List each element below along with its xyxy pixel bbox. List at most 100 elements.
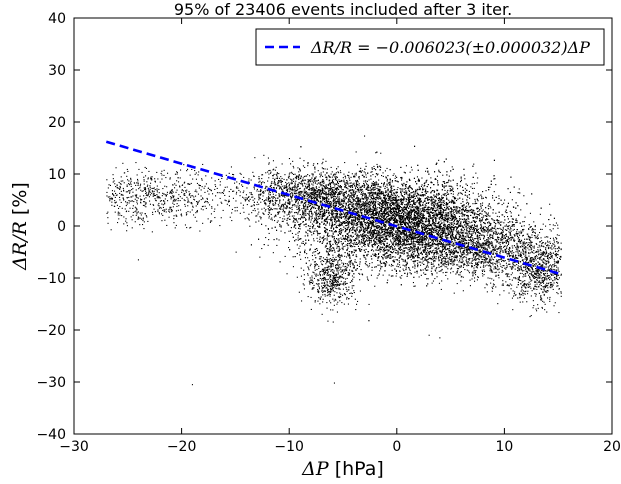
data-point xyxy=(330,279,332,281)
data-point xyxy=(352,198,354,200)
data-point xyxy=(348,231,350,233)
data-point xyxy=(443,250,445,252)
data-point xyxy=(330,212,332,214)
data-point xyxy=(379,242,381,244)
data-point xyxy=(426,224,428,226)
data-point xyxy=(326,235,328,237)
data-point xyxy=(418,225,420,227)
data-point xyxy=(302,221,304,223)
data-point xyxy=(385,245,387,247)
data-point xyxy=(473,225,475,227)
data-point xyxy=(377,231,379,233)
data-point xyxy=(341,247,343,249)
data-point xyxy=(467,204,469,206)
data-point xyxy=(452,193,454,195)
data-point xyxy=(427,229,429,231)
data-point xyxy=(344,255,346,257)
data-point xyxy=(409,196,411,198)
data-point xyxy=(452,213,454,215)
data-point xyxy=(448,249,450,251)
data-point xyxy=(362,234,364,236)
data-point xyxy=(395,231,397,233)
data-point xyxy=(353,199,355,201)
data-point xyxy=(391,200,393,202)
data-point xyxy=(419,211,421,213)
data-point xyxy=(385,203,387,205)
data-point xyxy=(401,208,403,210)
data-point xyxy=(445,228,447,230)
data-point xyxy=(431,251,433,253)
data-point xyxy=(480,225,482,227)
data-point xyxy=(402,195,404,197)
data-point xyxy=(372,181,374,183)
data-point xyxy=(401,188,403,190)
data-point xyxy=(482,216,484,218)
data-point xyxy=(469,226,471,228)
data-point xyxy=(389,246,391,248)
data-point xyxy=(288,230,290,232)
data-point xyxy=(391,211,393,213)
data-point xyxy=(371,244,373,246)
data-point xyxy=(498,195,500,197)
data-point xyxy=(304,179,306,181)
data-point xyxy=(346,229,348,231)
data-point xyxy=(318,208,320,210)
data-point xyxy=(349,217,351,219)
data-point xyxy=(403,252,405,254)
data-point xyxy=(472,210,474,212)
data-point xyxy=(385,176,387,178)
data-point xyxy=(428,213,430,215)
data-point xyxy=(389,199,391,201)
data-point xyxy=(375,225,377,227)
data-point xyxy=(386,167,388,169)
data-point xyxy=(314,228,316,230)
data-point xyxy=(278,239,280,241)
data-point xyxy=(390,241,392,243)
data-point xyxy=(395,222,397,224)
data-point xyxy=(510,230,512,232)
data-point xyxy=(373,229,375,231)
data-point xyxy=(493,191,495,193)
data-point xyxy=(443,181,445,183)
data-point xyxy=(344,240,346,242)
data-point xyxy=(379,215,381,217)
data-point xyxy=(379,235,381,237)
data-point xyxy=(432,208,434,210)
data-point xyxy=(368,219,370,221)
data-point xyxy=(467,215,469,217)
data-point xyxy=(299,254,301,256)
data-point xyxy=(455,206,457,208)
data-point xyxy=(437,231,439,233)
data-point xyxy=(294,205,296,207)
data-point xyxy=(370,223,372,225)
data-point xyxy=(401,227,403,229)
data-point xyxy=(386,229,388,231)
data-point xyxy=(317,199,319,201)
data-point xyxy=(391,181,393,183)
data-point xyxy=(259,256,261,258)
data-point xyxy=(460,239,462,241)
data-point xyxy=(400,224,402,226)
data-point xyxy=(311,193,313,195)
data-point xyxy=(384,229,386,231)
data-point xyxy=(483,235,485,237)
data-point xyxy=(487,215,489,217)
data-point xyxy=(441,229,443,231)
data-point xyxy=(401,178,403,180)
data-point xyxy=(339,231,341,233)
data-point xyxy=(418,243,420,245)
data-point xyxy=(379,226,381,228)
data-point xyxy=(384,225,386,227)
data-point xyxy=(444,223,446,225)
data-point xyxy=(389,231,391,233)
data-point xyxy=(416,237,418,239)
data-point xyxy=(428,227,430,229)
data-point xyxy=(402,249,404,251)
data-point xyxy=(385,225,387,227)
data-point xyxy=(339,255,341,257)
data-point xyxy=(366,180,368,182)
data-point xyxy=(479,237,481,239)
data-point xyxy=(341,244,343,246)
data-point xyxy=(399,228,401,230)
data-point xyxy=(360,204,362,206)
